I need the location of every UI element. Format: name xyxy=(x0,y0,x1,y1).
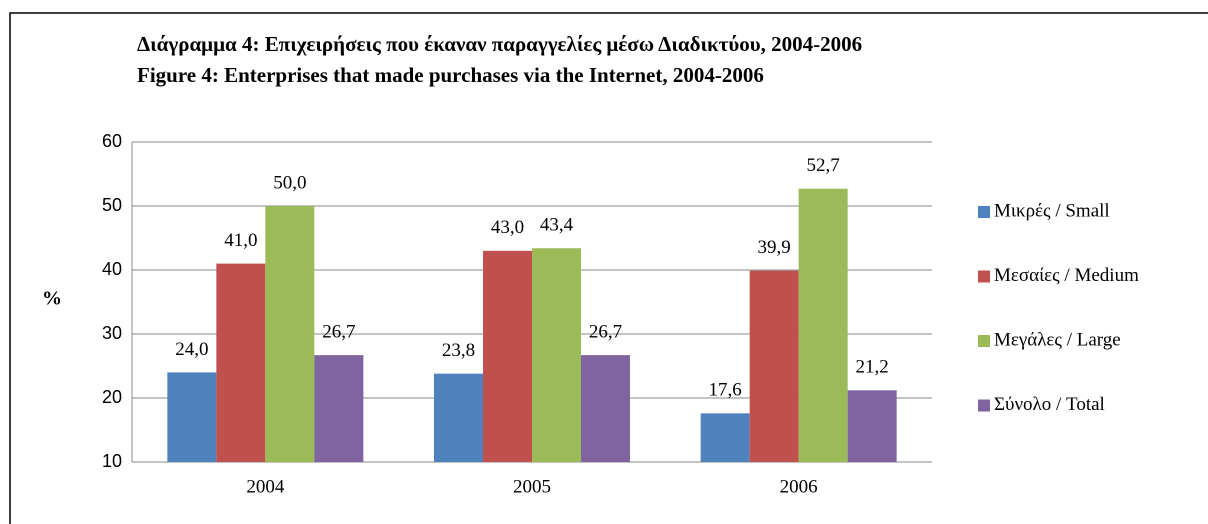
value-label: 26,7 xyxy=(589,321,622,342)
legend-label: Σύνολο / Total xyxy=(994,394,1105,415)
bar xyxy=(216,263,266,462)
legend-label: Μικρές / Small xyxy=(994,200,1110,221)
legend-label: Μεσαίες / Medium xyxy=(994,265,1139,286)
value-label: 43,4 xyxy=(540,215,574,236)
x-tick-label: 2005 xyxy=(513,476,551,497)
y-tick-label: 30 xyxy=(102,323,122,343)
legend-swatch xyxy=(978,399,990,412)
chart-title: Διάγραμμα 4: Επιχειρήσεις που έκαναν παρ… xyxy=(137,32,862,56)
bar xyxy=(314,355,364,462)
value-label: 43,0 xyxy=(491,217,524,238)
y-tick-label: 40 xyxy=(102,259,122,279)
bar xyxy=(847,390,897,462)
legend-swatch xyxy=(978,206,990,218)
x-tick-label: 2006 xyxy=(780,476,818,497)
x-tick-label: 2004 xyxy=(246,476,285,497)
legend-label: Μεγάλες / Large xyxy=(994,329,1121,350)
bar xyxy=(749,270,799,462)
y-tick-label: 10 xyxy=(102,451,122,471)
value-label: 41,0 xyxy=(224,230,257,251)
value-label: 52,7 xyxy=(807,155,840,176)
value-label: 21,2 xyxy=(856,357,889,378)
y-tick-label: 50 xyxy=(102,195,122,215)
bar xyxy=(434,373,483,462)
bar xyxy=(581,355,630,462)
bar xyxy=(167,372,217,462)
y-tick-label: 20 xyxy=(102,387,122,407)
y-axis-label: % xyxy=(42,288,62,310)
value-label: 24,0 xyxy=(175,339,208,360)
value-label: 39,9 xyxy=(758,237,791,258)
value-label: 17,6 xyxy=(709,380,742,401)
value-label: 23,8 xyxy=(442,340,475,361)
legend-swatch xyxy=(978,270,990,283)
bar xyxy=(798,188,848,462)
value-label: 50,0 xyxy=(273,172,306,193)
bar xyxy=(700,413,750,462)
chart-border xyxy=(9,12,1208,524)
y-tick-label: 60 xyxy=(102,131,122,151)
value-label: 26,7 xyxy=(322,321,355,342)
bar xyxy=(532,248,581,462)
bar xyxy=(265,206,315,462)
legend-swatch xyxy=(978,335,990,347)
bar xyxy=(483,250,532,462)
chart-subtitle: Figure 4: Enterprises that made purchase… xyxy=(137,63,764,87)
